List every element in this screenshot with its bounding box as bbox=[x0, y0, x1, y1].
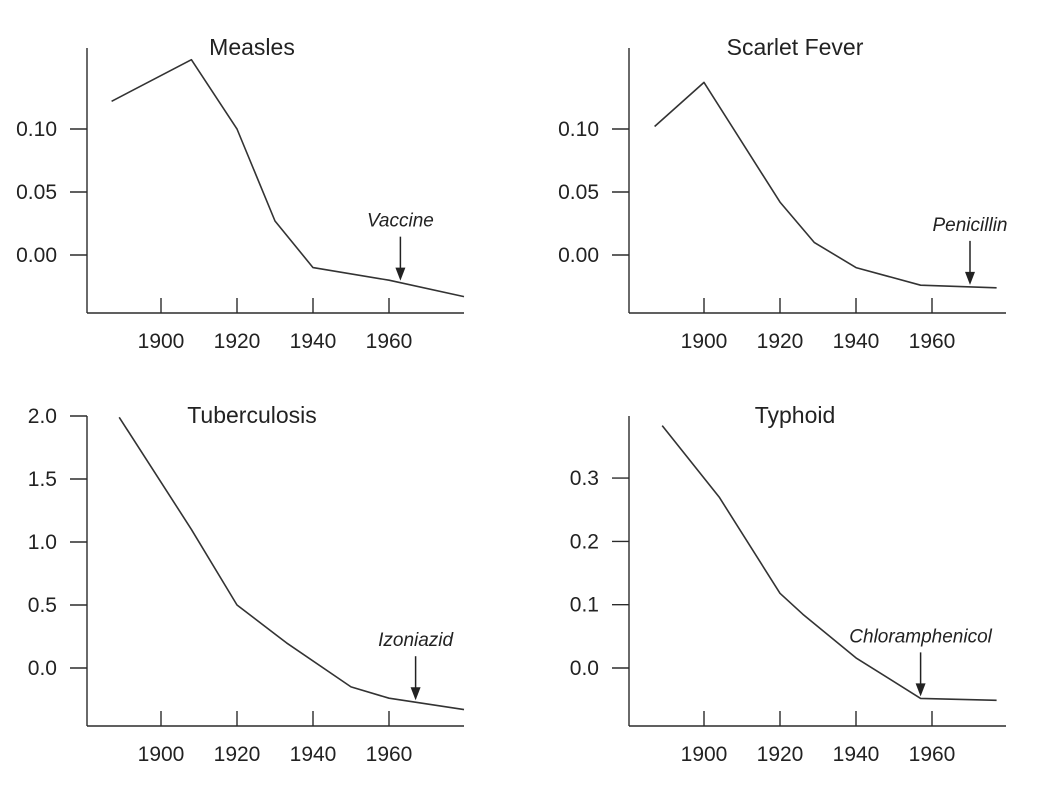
y-tick-label: 0.3 bbox=[570, 467, 599, 490]
y-tick-label: 0.2 bbox=[570, 530, 599, 553]
y-tick-label: 0.5 bbox=[28, 594, 57, 617]
panel-title: Measles bbox=[209, 34, 295, 60]
y-tick-label: 0.05 bbox=[558, 181, 599, 204]
y-tick-label: 0.0 bbox=[28, 657, 57, 680]
y-tick-label: 0.05 bbox=[16, 181, 57, 204]
chart-panel-2: 1900 1920 1940 1960 0.10 0.05 0.00 Scarlet Feve… bbox=[558, 34, 1007, 353]
annotation-label: Penicillin bbox=[933, 215, 1008, 236]
panel-title: Tuberculosis bbox=[187, 402, 317, 428]
x-tick-label: 1900 bbox=[681, 743, 728, 766]
annotation-label: Vaccine bbox=[367, 211, 434, 232]
y-tick-label: 0.10 bbox=[16, 118, 57, 141]
x-tick-label: 1940 bbox=[290, 330, 337, 353]
y-tick-label: 0.00 bbox=[16, 244, 57, 267]
y-tick-label: 1.5 bbox=[28, 468, 57, 491]
series-line bbox=[111, 58, 465, 298]
x-tick-label: 1960 bbox=[366, 330, 413, 353]
series-line bbox=[661, 425, 997, 702]
y-tick-label: 0.1 bbox=[570, 594, 599, 617]
annotation-arrow-head bbox=[915, 683, 926, 697]
annotation-arrow-head bbox=[395, 267, 406, 281]
x-tick-label: 1920 bbox=[214, 330, 261, 353]
chart-panel-4: 1900 1920 1940 1960 0.3 0.2 0.1 0.0 Typhoid Chlor… bbox=[570, 402, 1006, 766]
x-tick-label: 1960 bbox=[909, 743, 956, 766]
chart-panel-1: 1900 1920 1940 1960 0.10 0.05 0.00 Measles Vacci… bbox=[16, 34, 465, 353]
y-tick-label: 0.10 bbox=[558, 118, 599, 141]
y-tick-label: 2.0 bbox=[28, 405, 57, 428]
y-tick-label: 0.0 bbox=[570, 657, 599, 680]
x-tick-label: 1920 bbox=[214, 743, 261, 766]
series-line bbox=[118, 416, 465, 711]
x-tick-label: 1940 bbox=[290, 743, 337, 766]
panel-title: Scarlet Fever bbox=[727, 34, 864, 60]
x-tick-label: 1900 bbox=[681, 330, 728, 353]
chart-panel-3: 1900 1920 1940 1960 2.0 1.5 1.0 0.5 0.0 Tuberculo… bbox=[28, 402, 465, 766]
x-tick-label: 1920 bbox=[757, 743, 804, 766]
y-tick-label: 1.0 bbox=[28, 531, 57, 554]
panel-title: Typhoid bbox=[755, 402, 836, 428]
x-tick-label: 1900 bbox=[138, 330, 185, 353]
x-tick-label: 1900 bbox=[138, 743, 185, 766]
annotation-label: Izoniazid bbox=[378, 630, 454, 651]
x-tick-label: 1960 bbox=[909, 330, 956, 353]
series-line bbox=[654, 81, 997, 289]
annotation-arrow-head bbox=[410, 687, 421, 701]
y-tick-label: 0.00 bbox=[558, 244, 599, 267]
annotation-label: Chloramphenicol bbox=[849, 626, 992, 647]
x-tick-label: 1920 bbox=[757, 330, 804, 353]
x-tick-label: 1960 bbox=[366, 743, 413, 766]
annotation-arrow-head bbox=[965, 271, 975, 285]
x-tick-label: 1940 bbox=[833, 743, 880, 766]
x-tick-label: 1940 bbox=[833, 330, 880, 353]
